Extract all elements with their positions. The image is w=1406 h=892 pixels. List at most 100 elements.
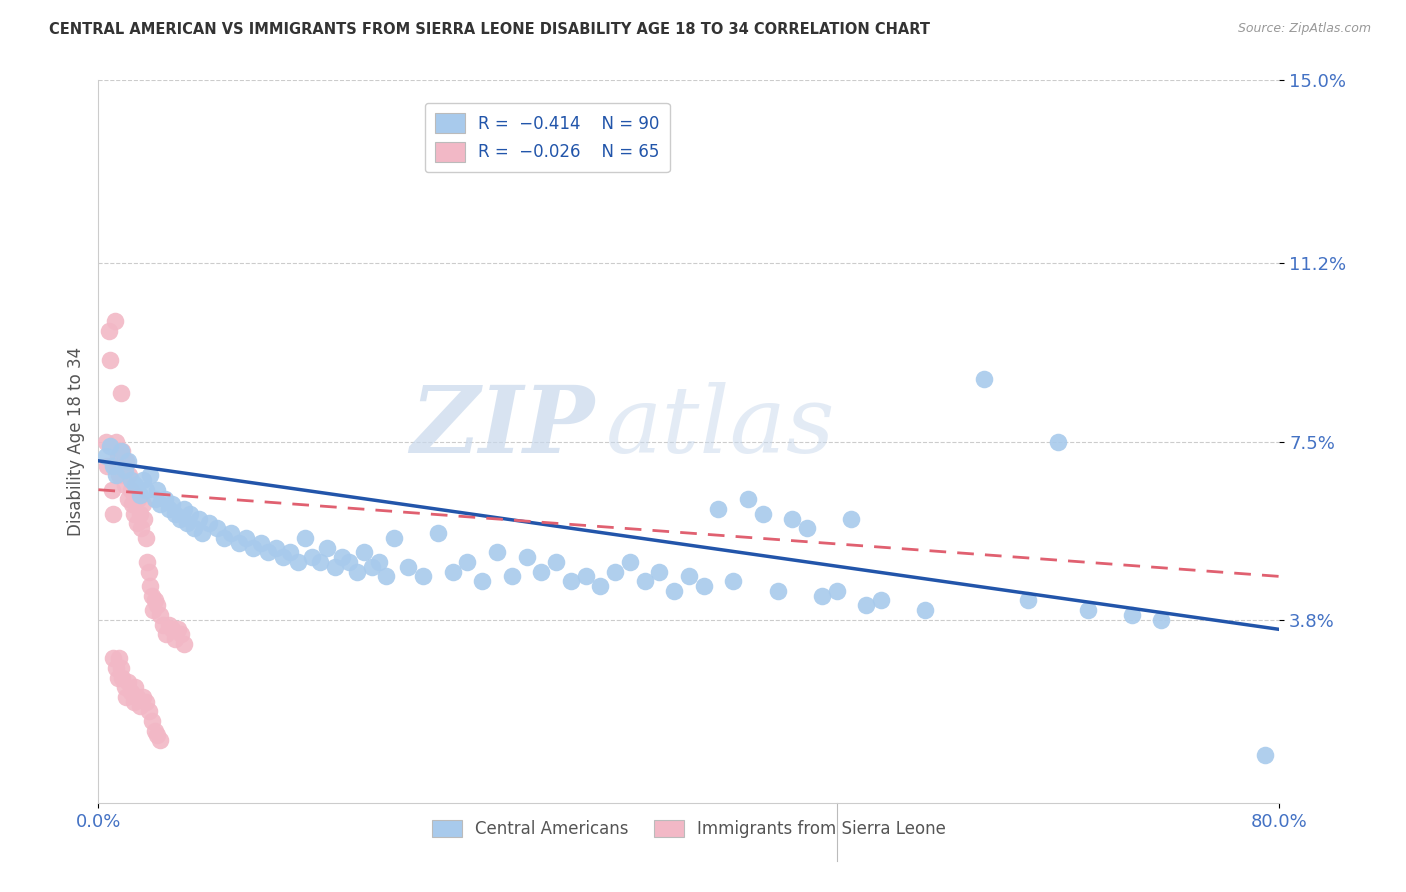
Point (124, 680, 146, 694)
Y-axis label: Disability Age 18 to 34: Disability Age 18 to 34 (66, 347, 84, 536)
Point (605, 565, 627, 579)
Point (107, 449, 129, 463)
Point (471, 574, 494, 589)
Point (103, 651, 125, 665)
Point (368, 555, 391, 569)
Point (97, 324, 120, 338)
Point (129, 521, 152, 535)
Point (501, 569, 523, 583)
Point (634, 574, 657, 589)
Point (143, 492, 166, 507)
Point (589, 579, 612, 593)
Point (117, 454, 139, 468)
Point (375, 569, 398, 583)
Point (457, 555, 479, 569)
Point (143, 593, 166, 607)
Point (115, 690, 138, 704)
Point (560, 574, 582, 589)
Point (301, 550, 323, 565)
Point (135, 695, 157, 709)
Point (149, 733, 172, 747)
Point (346, 565, 368, 579)
Point (382, 531, 405, 545)
Point (973, 372, 995, 386)
Point (1077, 603, 1099, 617)
Point (242, 541, 264, 555)
Point (94, 434, 117, 449)
Point (287, 555, 309, 569)
Point (316, 541, 339, 555)
Point (162, 497, 183, 511)
Point (693, 579, 716, 593)
Point (546, 555, 568, 569)
Point (280, 545, 302, 559)
Point (96, 458, 118, 473)
Point (117, 492, 139, 507)
Point (360, 559, 382, 574)
Point (169, 511, 191, 525)
Point (105, 434, 128, 449)
Point (309, 555, 332, 569)
Point (104, 314, 127, 328)
Point (135, 483, 157, 497)
Point (294, 531, 316, 545)
Point (111, 671, 134, 685)
Point (1150, 613, 1173, 627)
Point (486, 545, 509, 559)
Point (664, 583, 686, 598)
Point (128, 699, 150, 714)
Point (737, 492, 759, 507)
Point (173, 637, 195, 651)
Point (100, 483, 122, 497)
Point (94, 449, 117, 463)
Point (127, 492, 149, 507)
Point (124, 478, 146, 492)
Point (228, 535, 250, 549)
Point (766, 583, 789, 598)
Point (103, 507, 125, 521)
Point (146, 483, 169, 497)
Point (152, 617, 174, 632)
Point (121, 497, 143, 511)
Point (141, 714, 163, 728)
Point (132, 473, 155, 487)
Point (162, 623, 183, 637)
Point (120, 483, 142, 497)
Point (167, 623, 190, 637)
Text: ZIP: ZIP (411, 382, 595, 472)
Point (134, 511, 156, 525)
Point (120, 685, 142, 699)
Point (110, 444, 132, 458)
Point (173, 502, 195, 516)
Point (112, 468, 135, 483)
Point (782, 511, 804, 525)
Point (157, 617, 180, 632)
Point (678, 569, 700, 583)
Point (105, 661, 128, 675)
Point (138, 565, 160, 579)
Point (114, 680, 136, 694)
Point (139, 579, 162, 593)
Point (124, 487, 146, 501)
Point (1254, 747, 1277, 762)
Point (707, 502, 730, 516)
Point (138, 704, 160, 718)
Point (1121, 607, 1143, 622)
Point (187, 511, 209, 525)
Point (914, 603, 936, 617)
Point (796, 521, 818, 535)
Text: Source: ZipAtlas.com: Source: ZipAtlas.com (1237, 22, 1371, 36)
Legend: Central Americans, Immigrants from Sierra Leone: Central Americans, Immigrants from Sierr… (425, 814, 953, 845)
Point (108, 651, 131, 665)
Point (330, 550, 353, 565)
Point (136, 555, 159, 569)
Point (128, 507, 150, 521)
Point (115, 454, 138, 468)
Point (122, 695, 145, 709)
Point (98, 352, 121, 367)
Point (179, 507, 201, 521)
Point (264, 541, 287, 555)
Point (165, 507, 187, 521)
Point (110, 386, 132, 401)
Point (1018, 593, 1040, 607)
